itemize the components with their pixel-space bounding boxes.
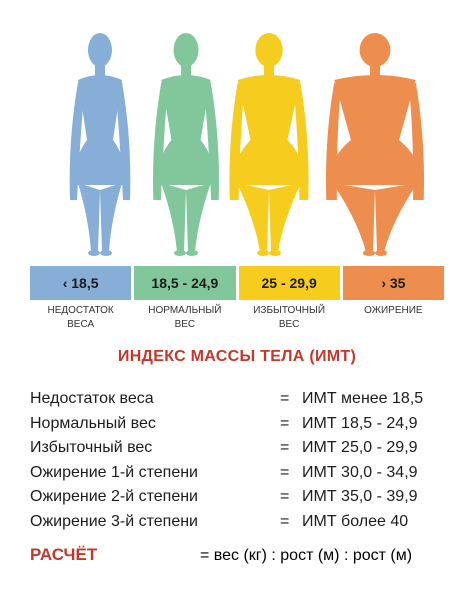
scale-overweight: 25 - 29,9 [238,266,340,300]
table-row: Ожирение 3-й степени = ИМТ более 40 [30,512,409,530]
bmi-scale-band: ‹ 18,5 18,5 - 24,9 25 - 29,9 › 35 [30,266,444,300]
category-underweight: НЕДОСТАТОК ВЕСА [47,305,114,330]
table-row: Избыточный вес = ИМТ 25,0 - 29,9 [30,439,418,456]
calculation-label: РАСЧЁТ [30,545,98,564]
page-title: ИНДЕКС МАССЫ ТЕЛА (ИМТ) [117,348,357,365]
table-row: Нормальный вес = ИМТ 18,5 - 24,9 [30,414,418,432]
table-row: Ожирение 2-й степени = ИМТ 35,0 - 39,9 [30,488,418,505]
woman-silhouette-obese-icon [325,33,425,256]
table-row: Ожирение 1-й степени = ИМТ 30,0 - 34,9 [30,463,418,481]
bmi-table: Недостаток веса = ИМТ менее 18,5 Нормальны… [30,390,450,537]
scale-normal: 18,5 - 24,9 [134,266,236,300]
category-overweight: ИЗБЫТОЧНЫЙ ВЕС [253,305,326,330]
scale-underweight: ‹ 18,5 [30,266,132,300]
table-row: Недостаток веса = ИМТ менее 18,5 [30,390,424,407]
calculation-formula: РАСЧЁТ = вес (кг) : рост (м) : рост (м) [30,545,450,565]
woman-silhouette-overweight-icon [229,33,309,256]
woman-silhouette-normal-icon [153,33,219,256]
category-normal: НОРМАЛЬНЫЙ ВЕС [148,305,222,330]
woman-silhouette-thin-icon [69,33,131,256]
scale-category-labels: НЕДОСТАТОК ВЕСА НОРМАЛЬНЫЙ ВЕС ИЗБЫТОЧНЫЙ В… [30,302,444,332]
body-silhouettes [69,33,425,256]
category-obese: ОЖИРЕНИЕ [364,305,423,316]
scale-obese: › 35 [342,266,444,300]
formula-text: = вес (кг) : рост (м) : рост (м) [200,547,413,564]
